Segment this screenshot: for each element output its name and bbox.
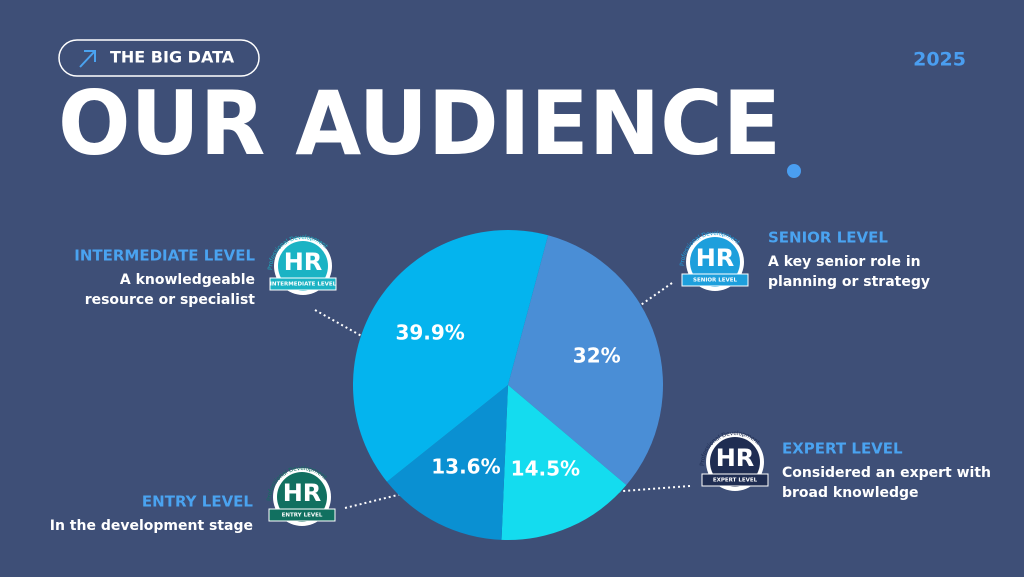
main-title: OUR AUDIENCE — [58, 72, 781, 175]
tag-text: THE BIG DATA — [110, 48, 235, 67]
tag-icon — [79, 50, 96, 68]
level-description: In the development stage — [50, 518, 253, 534]
pie-slice — [501, 385, 627, 540]
slice-label: 32% — [573, 344, 621, 368]
level-description: broad knowledge — [782, 485, 919, 501]
badge-ribbon-text: SENIOR LEVEL — [693, 278, 737, 284]
badge-ribbon — [268, 508, 336, 522]
badge-ribbon-text: ENTRY LEVEL — [282, 513, 323, 519]
level-name: INTERMEDIATE LEVEL — [74, 247, 255, 265]
badge-ribbon — [269, 277, 337, 291]
badge-ribbon — [701, 473, 769, 487]
level-description: Considered an expert with — [782, 465, 991, 481]
slice-label: 14.5% — [511, 457, 580, 481]
badge-ribbon — [681, 273, 749, 287]
badge-title: HR — [716, 444, 755, 472]
level-description: resource or specialist — [85, 292, 256, 308]
tag-pill — [58, 39, 260, 77]
pie-slice — [353, 230, 549, 482]
badge-title: HR — [696, 244, 735, 272]
year: 2025 — [913, 49, 966, 71]
pie-slice — [508, 235, 663, 486]
badge-title: HR — [283, 479, 322, 507]
slice-label: 13.6% — [431, 454, 500, 478]
level-name: EXPERT LEVEL — [782, 440, 903, 458]
level-name: ENTRY LEVEL — [142, 493, 254, 511]
level-description: planning or strategy — [768, 274, 930, 290]
level-description: A knowledgeable — [120, 272, 255, 288]
pie-slice — [386, 385, 508, 540]
badge-title: HR — [284, 248, 323, 276]
level-name: SENIOR LEVEL — [768, 229, 888, 247]
title-dot — [787, 164, 801, 178]
slice-label: 39.9% — [395, 321, 464, 345]
badge-ribbon-text: EXPERT LEVEL — [713, 478, 758, 484]
badge-ribbon-text: INTERMEDIATE LEVEL — [270, 282, 337, 288]
level-description: A key senior role in — [768, 254, 921, 270]
